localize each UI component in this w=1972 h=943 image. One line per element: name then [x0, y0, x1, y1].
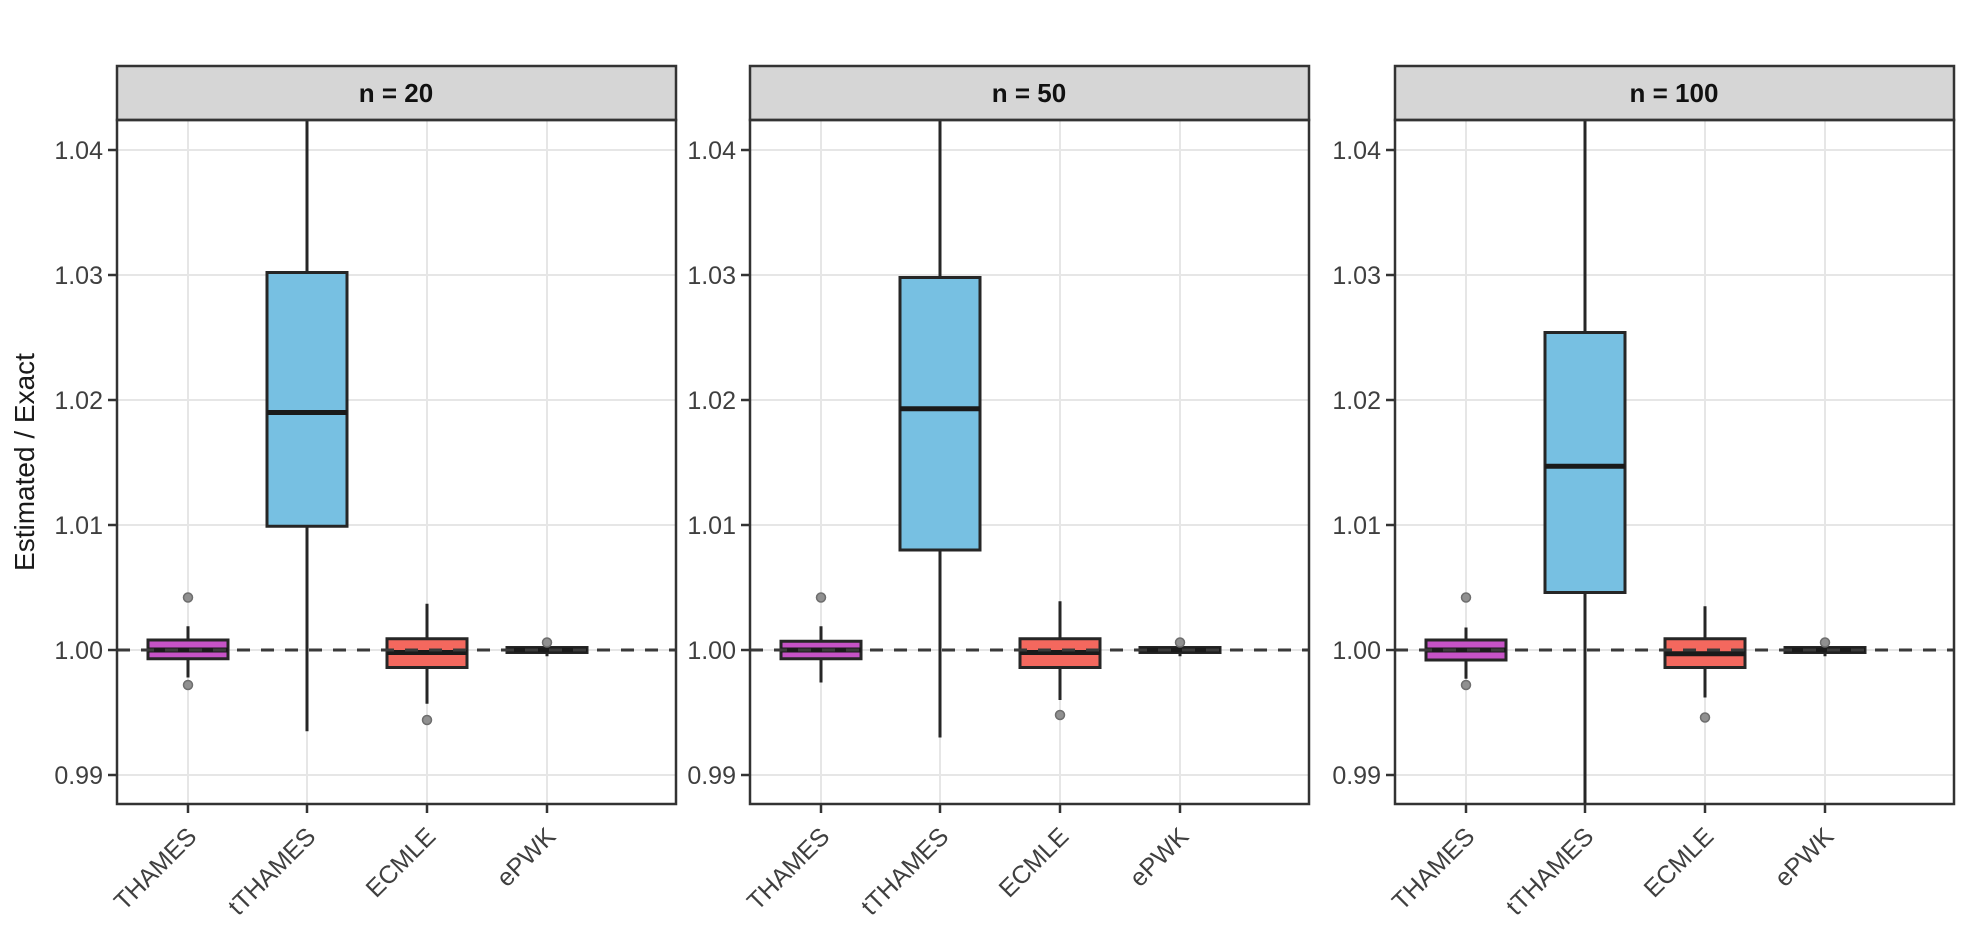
facet-panel-2: 0.99 1.00 1.01 1.02 1.03 1.04 THAMES tTHAMES ECM… — [687, 64, 1311, 921]
y-tick-label: 0.99 — [54, 762, 103, 790]
facet-strip-label-1: n = 20 — [359, 78, 433, 108]
x-tick-label-THAMES: THAMES — [742, 822, 835, 915]
facet-strip-label-3: n = 100 — [1630, 78, 1719, 108]
panel-border — [1393, 118, 1956, 806]
y-tick-label: 1.00 — [54, 637, 103, 665]
panel-background — [1395, 120, 1954, 804]
outlier-point-THAMES — [1460, 679, 1472, 691]
y-tick-label: 1.04 — [1332, 137, 1381, 165]
panel-border — [748, 118, 1311, 806]
outlier-point-ePWK — [1819, 637, 1831, 648]
facet-panel-3: 0.99 1.00 1.01 1.02 1.03 1.04 THAMES tTHAMES ECM… — [1332, 64, 1956, 921]
outlier-point-ECMLE — [1699, 712, 1711, 723]
outlier-point-ECMLE — [421, 714, 433, 726]
y-tick-label: 1.00 — [1332, 637, 1381, 665]
x-tick-label-THAMES: THAMES — [109, 822, 202, 915]
y-tick-label: 1.02 — [1332, 387, 1381, 415]
y-tick-label: 1.01 — [687, 512, 736, 540]
facet-strip — [115, 64, 678, 122]
outlier-point-THAMES — [815, 592, 827, 603]
y-tick-label: 1.01 — [54, 512, 103, 540]
y-tick-label: 1.03 — [54, 262, 103, 290]
y-tick-label: 1.02 — [687, 387, 736, 415]
x-tick-label-ePWK: ePWK — [1769, 822, 1839, 892]
panel-background — [750, 120, 1309, 804]
boxes-layer — [146, 120, 589, 732]
y-tick-label: 1.02 — [54, 387, 103, 415]
outlier-point-THAMES — [1460, 592, 1472, 603]
box-tTHAMES — [265, 271, 349, 528]
x-tick-label-ePWK: ePWK — [491, 822, 561, 892]
y-tick-label: 1.03 — [1332, 262, 1381, 290]
outlier-point-ECMLE — [1054, 709, 1066, 721]
y-tick-label: 1.00 — [687, 637, 736, 665]
x-tick-label-THAMES: THAMES — [1387, 822, 1480, 915]
x-tick-label-tTHAMES: tTHAMES — [223, 822, 321, 920]
x-tick-label-ECMLE: ECMLE — [361, 822, 442, 903]
static-labels-layer: Estimated / Exact n = 20 n = 50 n = 100 — [9, 78, 1718, 571]
x-tick-label-ECMLE: ECMLE — [1639, 822, 1720, 903]
x-tick-label-tTHAMES: tTHAMES — [1501, 822, 1599, 920]
outlier-point-THAMES — [182, 592, 194, 603]
panel-background — [117, 120, 676, 804]
outlier-point-ePWK — [1174, 637, 1186, 648]
boxes-layer — [779, 120, 1222, 738]
x-tick-label-ePWK: ePWK — [1124, 822, 1194, 892]
y-tick-label: 1.04 — [54, 137, 103, 165]
outlier-point-ePWK — [541, 637, 553, 648]
x-tick-label-tTHAMES: tTHAMES — [856, 822, 954, 920]
facet-strip-label-2: n = 50 — [992, 78, 1066, 108]
y-tick-label: 0.99 — [687, 762, 736, 790]
box-tTHAMES — [1543, 331, 1627, 594]
boxes-layer — [1424, 120, 1867, 804]
y-tick-label: 1.01 — [1332, 512, 1381, 540]
y-tick-label: 1.03 — [687, 262, 736, 290]
y-tick-label: 1.04 — [687, 137, 736, 165]
facet-panel-1: 0.99 1.00 1.01 1.02 1.03 1.04 THAMES tTHAMES ECM… — [54, 64, 678, 921]
y-tick-label: 0.99 — [1332, 762, 1381, 790]
outlier-point-THAMES — [182, 679, 194, 691]
y-axis-title: Estimated / Exact — [9, 353, 40, 571]
panel-border — [115, 118, 678, 806]
facet-strip — [748, 64, 1311, 122]
box-tTHAMES — [898, 276, 982, 552]
x-tick-label-ECMLE: ECMLE — [994, 822, 1075, 903]
facet-strip — [1393, 64, 1956, 122]
